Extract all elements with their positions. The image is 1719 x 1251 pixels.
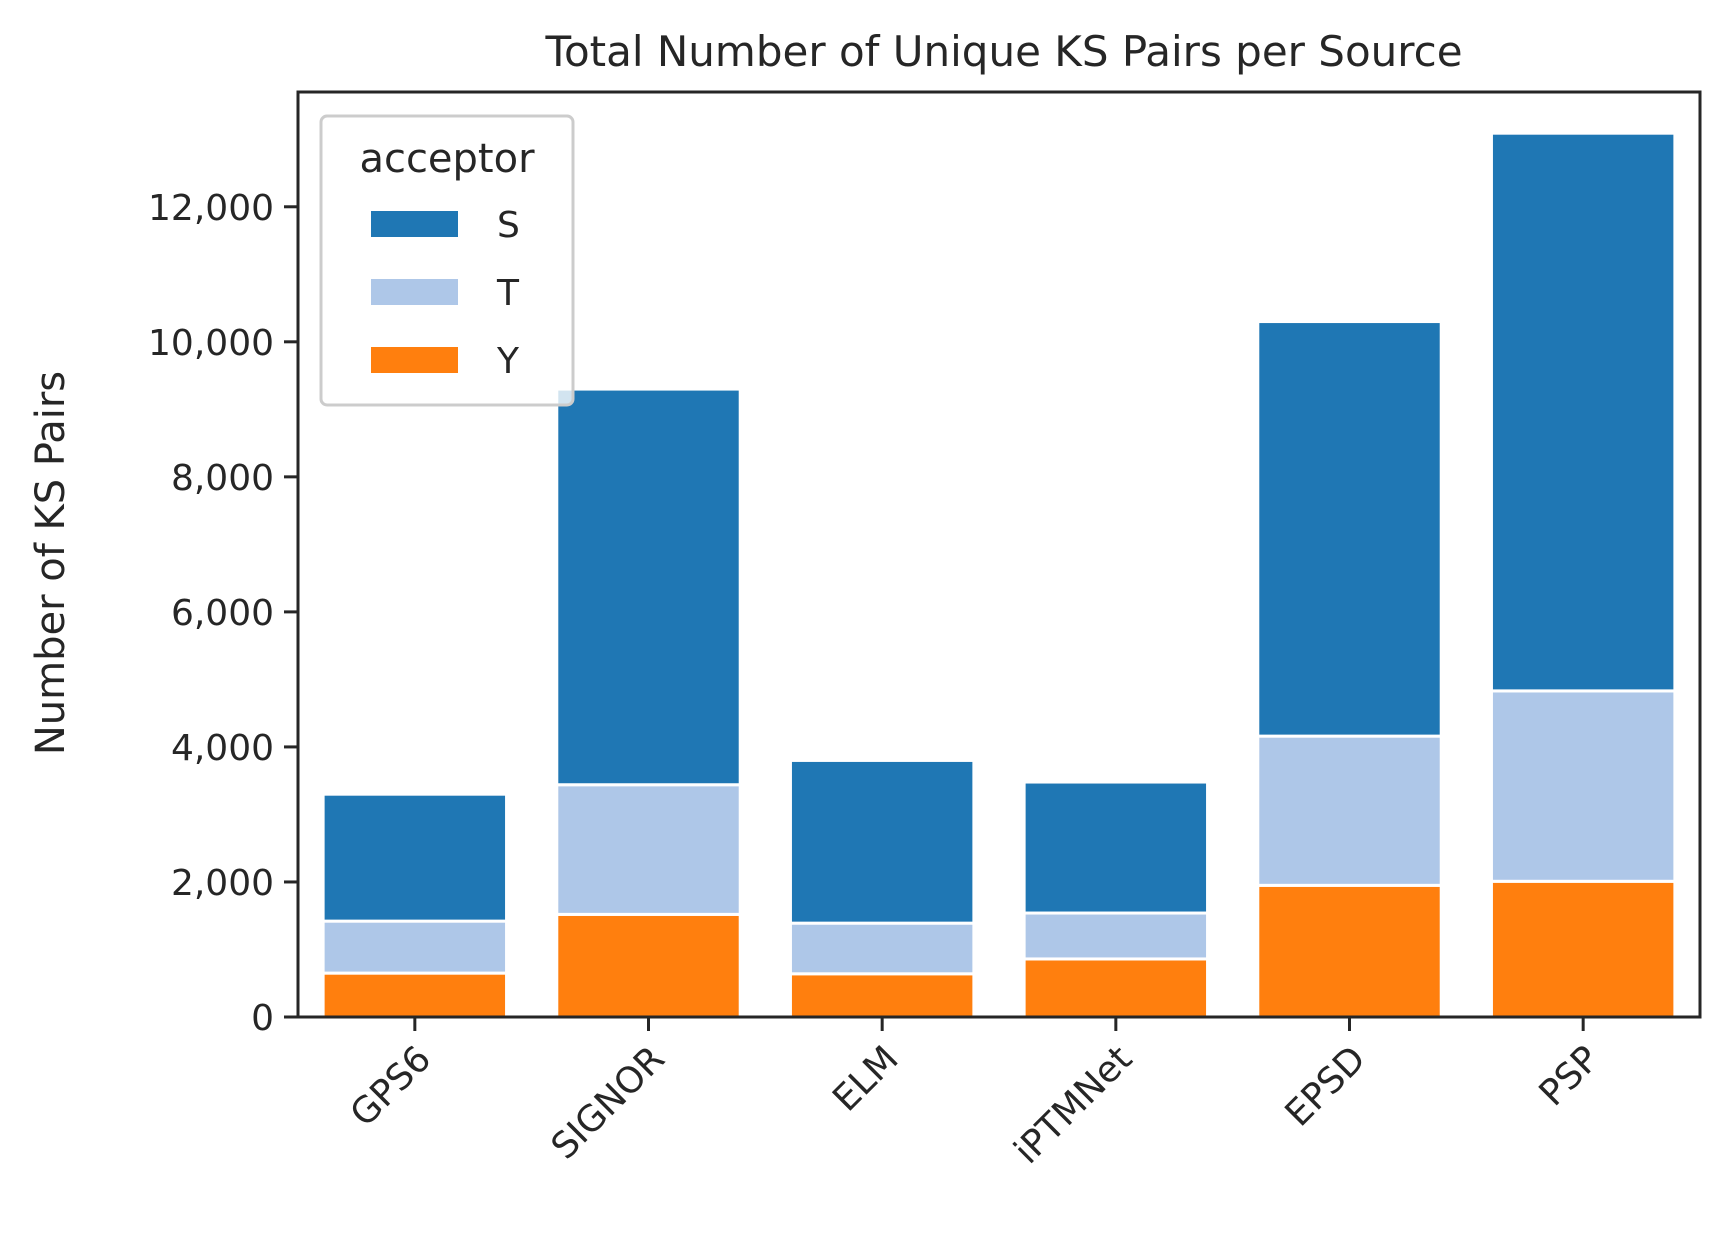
y-tick-label: 12,000 (148, 188, 274, 229)
legend-title: acceptor (359, 136, 535, 182)
bar-y-iptmnet (1022, 957, 1210, 1019)
bar-y-epsd (1256, 883, 1443, 1019)
legend-swatch-s (371, 211, 458, 237)
bar-t-psp (1489, 689, 1677, 883)
legend-label-t: T (496, 273, 520, 314)
bar-t-gps6 (321, 919, 509, 975)
x-tick-label: EPSD (1278, 1038, 1374, 1134)
bar-s-psp (1489, 131, 1677, 693)
bar-t-iptmnet (1022, 911, 1210, 961)
plot-frame (296, 90, 1702, 1019)
bars-layer (321, 131, 1677, 1019)
legend-frame (319, 114, 575, 407)
bar-y-signor (555, 912, 742, 1019)
y-tick-label: 4,000 (171, 728, 274, 769)
bar-s-iptmnet (1022, 780, 1210, 915)
bar-t-epsd (1256, 734, 1443, 887)
y-tick-label: 0 (251, 998, 274, 1039)
y-axis-label: Number of KS Pairs (28, 371, 74, 755)
chart-title: Total Number of Unique KS Pairs per Sour… (544, 27, 1462, 76)
bar-s-gps6 (321, 792, 509, 923)
x-axis: GPS6 SIGNOR ELM iPTMNet EPSD PSP (343, 1017, 1608, 1172)
legend: acceptor STY (319, 114, 575, 407)
bar-t-elm (788, 921, 976, 976)
legend-label-s: S (497, 205, 520, 246)
bar-s-signor (555, 387, 742, 787)
bar-s-elm (788, 758, 976, 925)
y-tick-label: 10,000 (148, 323, 274, 364)
x-tick-label: iPTMNet (1007, 1038, 1141, 1172)
bar-t-signor (555, 783, 742, 916)
y-tick-label: 8,000 (171, 458, 274, 499)
bar-y-psp (1489, 879, 1677, 1019)
bar-y-gps6 (321, 971, 509, 1019)
legend-label-y: Y (496, 341, 520, 382)
y-tick-label: 2,000 (171, 863, 274, 904)
x-tick-label: PSP (1532, 1038, 1608, 1114)
x-tick-label: ELM (825, 1038, 906, 1119)
x-tick-label: SIGNOR (544, 1038, 673, 1167)
bar-s-epsd (1256, 320, 1443, 738)
y-tick-label: 6,000 (171, 593, 274, 634)
bar-y-elm (788, 972, 976, 1019)
x-tick-label: GPS6 (343, 1038, 439, 1134)
legend-swatch-y (371, 347, 458, 373)
legend-swatch-t (371, 279, 458, 305)
y-axis: 0 2,000 4,000 6,000 8,000 10,000 12,000 (148, 188, 298, 1039)
